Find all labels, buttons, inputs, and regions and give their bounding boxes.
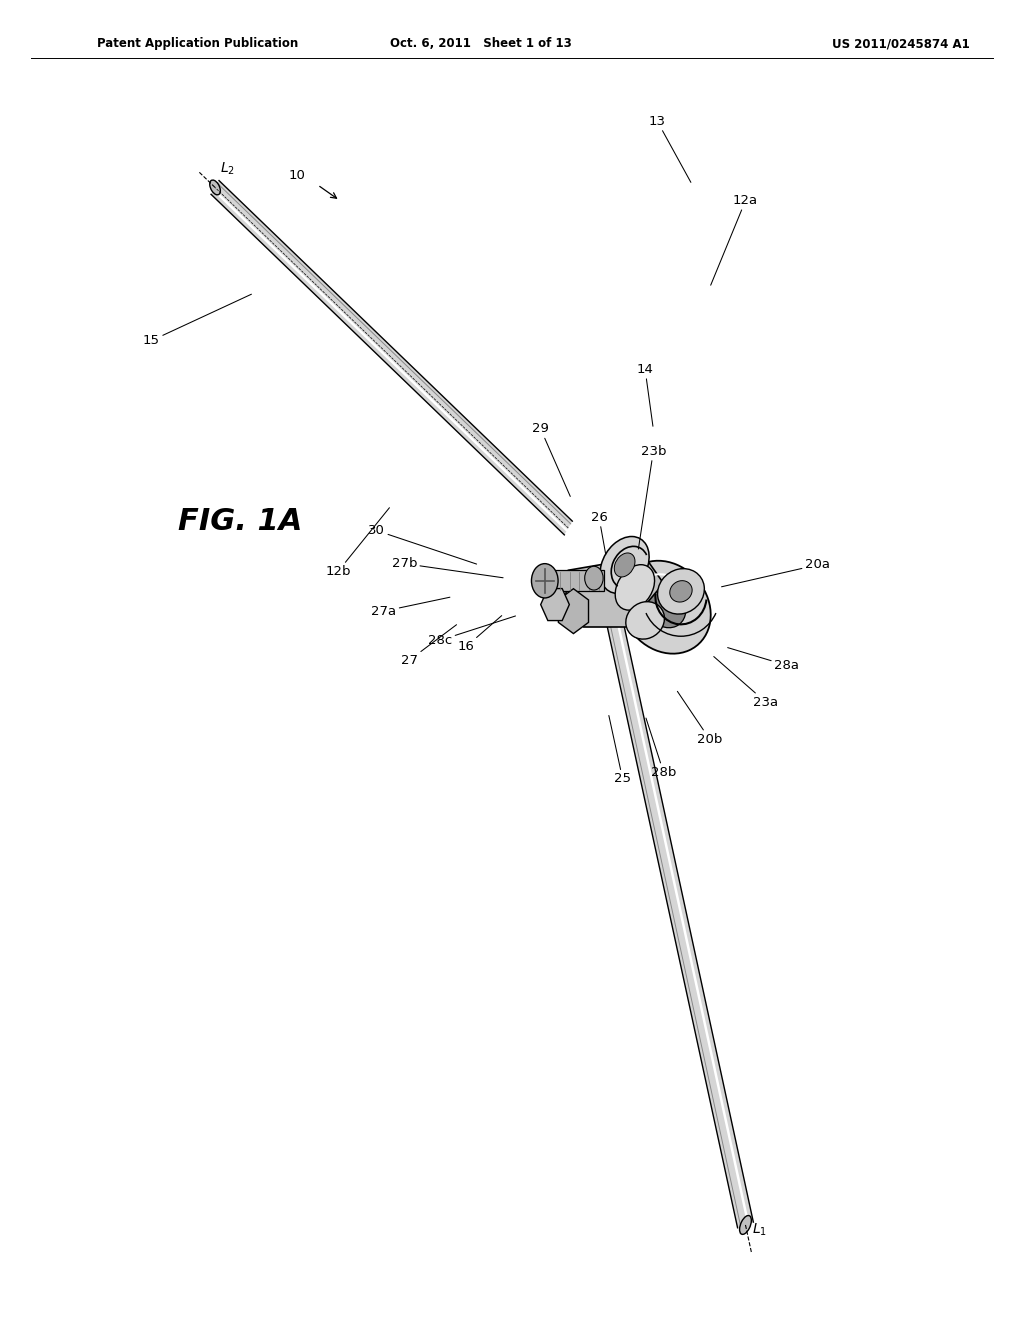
Text: FIG. 1A: FIG. 1A <box>178 507 303 536</box>
Text: 20b: 20b <box>678 692 722 746</box>
Text: 25: 25 <box>609 715 631 785</box>
Ellipse shape <box>670 581 692 602</box>
Text: 26: 26 <box>591 511 607 554</box>
Text: Oct. 6, 2011   Sheet 1 of 13: Oct. 6, 2011 Sheet 1 of 13 <box>390 37 572 50</box>
Text: 13: 13 <box>649 115 691 182</box>
Polygon shape <box>545 570 604 591</box>
Polygon shape <box>558 589 589 634</box>
Polygon shape <box>565 557 664 627</box>
Polygon shape <box>606 618 754 1228</box>
Polygon shape <box>211 181 572 535</box>
Text: 15: 15 <box>143 294 252 347</box>
Text: 27: 27 <box>401 624 457 667</box>
Text: $L_1$: $L_1$ <box>753 1222 767 1238</box>
Polygon shape <box>541 589 569 620</box>
Ellipse shape <box>657 569 705 614</box>
Circle shape <box>531 564 558 598</box>
Text: 14: 14 <box>637 363 653 426</box>
Ellipse shape <box>626 602 665 639</box>
Text: 10: 10 <box>289 169 305 182</box>
Text: 28a: 28a <box>728 648 799 672</box>
Text: 27b: 27b <box>392 557 503 578</box>
Ellipse shape <box>614 553 635 577</box>
Text: 29: 29 <box>532 422 570 496</box>
Text: 28c: 28c <box>428 616 515 647</box>
Text: 12b: 12b <box>326 508 389 578</box>
Text: US 2011/0245874 A1: US 2011/0245874 A1 <box>833 37 970 50</box>
Text: Patent Application Publication: Patent Application Publication <box>97 37 299 50</box>
Text: $L_2$: $L_2$ <box>220 161 234 177</box>
Text: 20a: 20a <box>722 558 829 587</box>
Ellipse shape <box>645 586 686 628</box>
Text: 23a: 23a <box>714 656 778 709</box>
Text: 12a: 12a <box>711 194 758 285</box>
Text: 30: 30 <box>369 524 476 564</box>
Text: 16: 16 <box>458 615 502 653</box>
Text: 23b: 23b <box>638 445 666 549</box>
Ellipse shape <box>739 1216 752 1234</box>
Circle shape <box>585 566 603 590</box>
Text: 27a: 27a <box>372 597 450 618</box>
Ellipse shape <box>621 561 711 653</box>
Ellipse shape <box>615 565 654 610</box>
Ellipse shape <box>600 536 649 594</box>
Ellipse shape <box>210 180 220 195</box>
Text: 28b: 28b <box>646 718 676 779</box>
